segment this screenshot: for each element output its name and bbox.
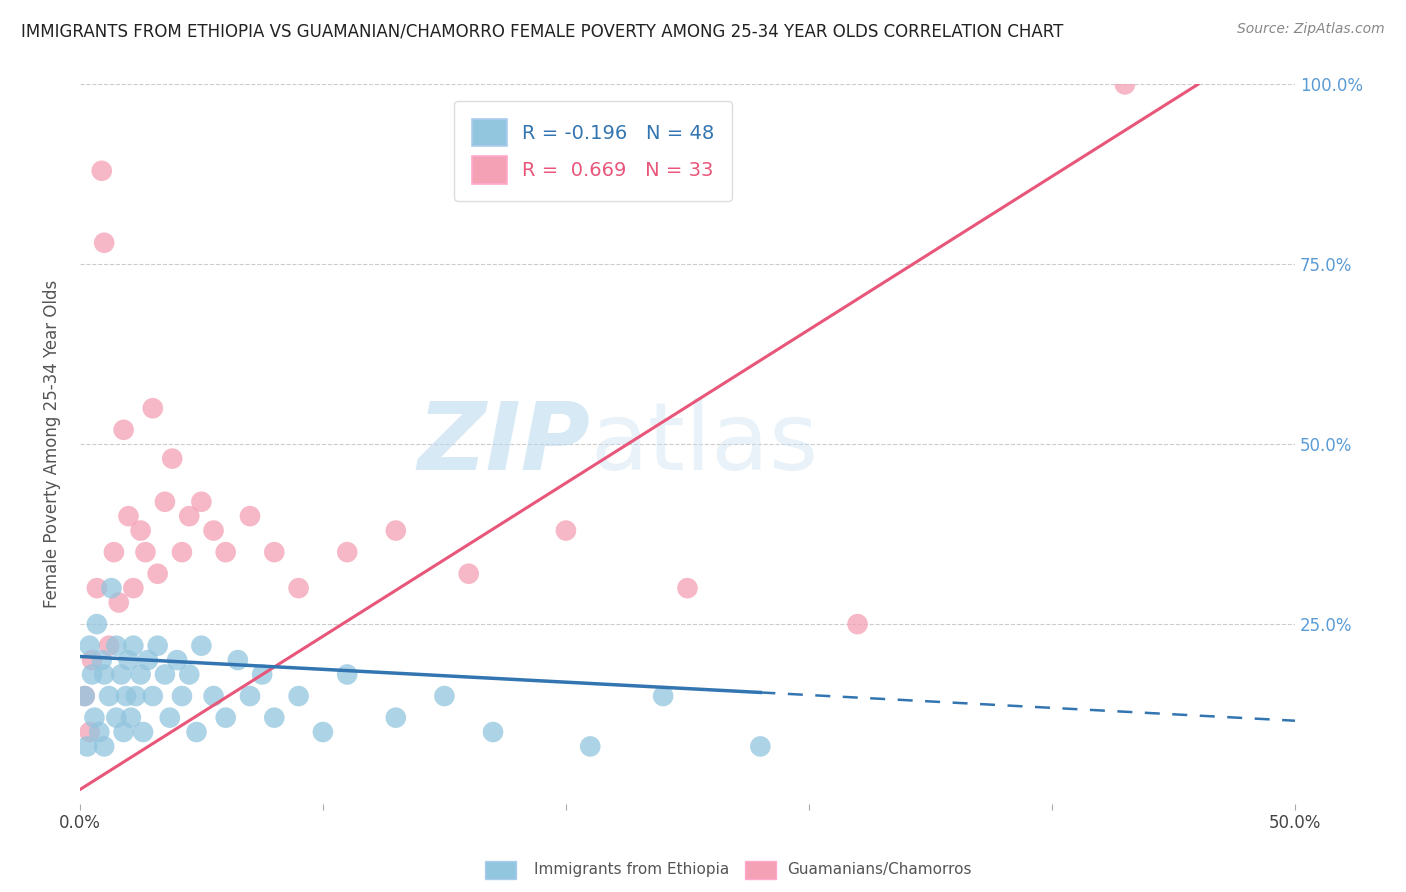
Point [190, 639, 212, 653]
Point [385, 711, 408, 725]
Point [73, 689, 96, 703]
Point [73, 689, 96, 703]
Point [287, 689, 309, 703]
Point [749, 739, 772, 754]
Point [129, 524, 152, 538]
Point [98, 689, 121, 703]
Point [160, 451, 183, 466]
Point [190, 495, 212, 509]
Point [86, 581, 108, 595]
Text: Immigrants from Ethiopia: Immigrants from Ethiopia [534, 863, 730, 877]
Point [336, 667, 359, 681]
Point [846, 617, 869, 632]
Point [652, 689, 675, 703]
Point [676, 581, 699, 595]
Point [98, 639, 121, 653]
Point [134, 545, 156, 559]
Point [312, 725, 335, 739]
Point [239, 509, 262, 524]
Point [186, 725, 208, 739]
Point [93, 235, 115, 250]
Point [170, 689, 193, 703]
Point [202, 524, 225, 538]
Point [179, 509, 201, 524]
Legend: R = -0.196   N = 48, R =  0.669   N = 33: R = -0.196 N = 48, R = 0.669 N = 33 [454, 102, 733, 201]
Point [115, 689, 138, 703]
Point [1114, 78, 1136, 92]
Point [76, 739, 98, 754]
Point [250, 667, 273, 681]
Text: Guamanians/Chamorros: Guamanians/Chamorros [787, 863, 972, 877]
Point [93, 667, 115, 681]
Point [239, 689, 262, 703]
Point [105, 711, 128, 725]
Point [159, 711, 181, 725]
Point [117, 653, 139, 667]
Point [385, 524, 408, 538]
Point [179, 667, 201, 681]
Point [202, 689, 225, 703]
Point [153, 667, 176, 681]
Point [146, 639, 169, 653]
Point [122, 639, 145, 653]
Point [457, 566, 479, 581]
Point [170, 545, 193, 559]
Point [112, 725, 135, 739]
Y-axis label: Female Poverty Among 25-34 Year Olds: Female Poverty Among 25-34 Year Olds [44, 280, 60, 608]
Point [86, 617, 108, 632]
Point [122, 581, 145, 595]
Point [132, 725, 155, 739]
Point [105, 639, 128, 653]
Point [146, 566, 169, 581]
Point [79, 639, 101, 653]
Point [112, 423, 135, 437]
Point [100, 581, 122, 595]
Point [120, 711, 142, 725]
Point [90, 163, 112, 178]
Point [90, 653, 112, 667]
Point [117, 509, 139, 524]
Point [287, 581, 309, 595]
Point [79, 725, 101, 739]
Point [142, 689, 165, 703]
Point [83, 711, 105, 725]
Point [93, 739, 115, 754]
Point [110, 667, 132, 681]
Point [142, 401, 165, 416]
Text: ZIP: ZIP [418, 398, 591, 491]
Point [215, 711, 238, 725]
Text: atlas: atlas [591, 398, 818, 491]
Point [80, 653, 103, 667]
Point [263, 711, 285, 725]
Point [579, 739, 602, 754]
Point [103, 545, 125, 559]
Point [153, 495, 176, 509]
Text: Source: ZipAtlas.com: Source: ZipAtlas.com [1237, 22, 1385, 37]
Point [555, 524, 578, 538]
Point [89, 725, 111, 739]
Point [166, 653, 188, 667]
Point [226, 653, 249, 667]
Point [263, 545, 285, 559]
Point [433, 689, 456, 703]
Point [482, 725, 505, 739]
Point [107, 595, 129, 609]
Point [80, 667, 103, 681]
Point [215, 545, 238, 559]
Point [136, 653, 159, 667]
Point [125, 689, 148, 703]
Point [129, 667, 152, 681]
Point [336, 545, 359, 559]
Text: IMMIGRANTS FROM ETHIOPIA VS GUAMANIAN/CHAMORRO FEMALE POVERTY AMONG 25-34 YEAR O: IMMIGRANTS FROM ETHIOPIA VS GUAMANIAN/CH… [21, 22, 1063, 40]
